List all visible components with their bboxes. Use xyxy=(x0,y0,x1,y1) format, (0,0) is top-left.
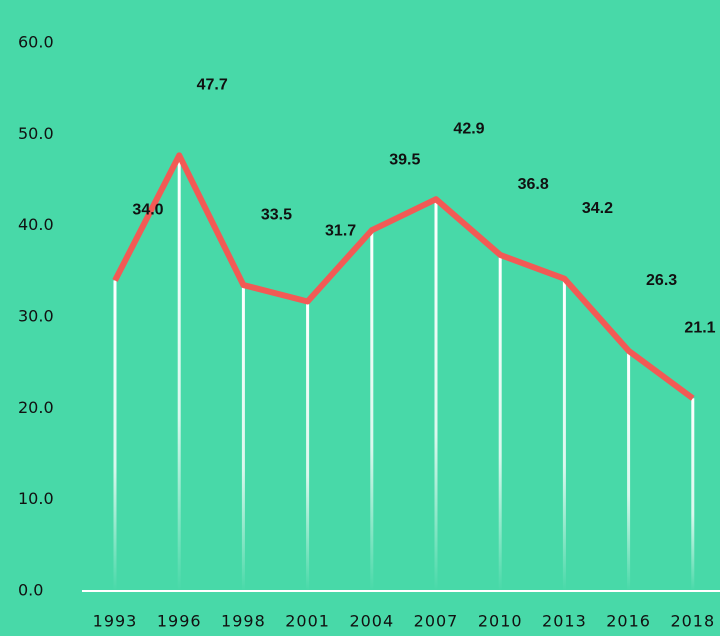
y-tick-label: 60.0 xyxy=(18,33,54,52)
y-tick-label: 10.0 xyxy=(18,489,54,508)
drop-line xyxy=(370,230,374,591)
x-tick-label: 1998 xyxy=(221,612,266,631)
data-label: 21.1 xyxy=(684,320,715,337)
x-tick-label: 2018 xyxy=(670,612,715,631)
data-label: 26.3 xyxy=(646,272,677,289)
y-tick-label: 0.0 xyxy=(18,581,43,600)
x-tick-label: 2007 xyxy=(414,612,459,631)
data-label: 31.7 xyxy=(325,223,356,240)
x-tick-label: 1993 xyxy=(93,612,138,631)
drop-line xyxy=(434,199,438,591)
drop-line xyxy=(627,350,631,591)
drop-line xyxy=(177,155,181,591)
y-tick-label: 20.0 xyxy=(18,398,54,417)
x-tick-label: 2004 xyxy=(349,612,394,631)
line xyxy=(112,152,695,401)
drop-line xyxy=(113,280,117,591)
y-tick-label: 50.0 xyxy=(18,124,54,143)
data-label: 39.5 xyxy=(389,151,420,168)
drop-line xyxy=(306,301,310,591)
x-tick-label: 2001 xyxy=(285,612,330,631)
data-label: 34.0 xyxy=(132,202,163,219)
drop-line xyxy=(691,398,695,591)
data-label: 42.9 xyxy=(453,120,484,137)
x-tick-label: 2013 xyxy=(542,612,587,631)
data-label: 33.5 xyxy=(261,206,292,223)
data-label: 36.8 xyxy=(518,176,549,193)
drop-line xyxy=(241,285,245,591)
y-tick-label: 40.0 xyxy=(18,215,54,234)
drop-line xyxy=(498,254,502,592)
y-tick-label: 30.0 xyxy=(18,307,54,326)
x-tick-label: 1996 xyxy=(157,612,202,631)
x-tick-label: 2016 xyxy=(606,612,651,631)
data-label: 47.7 xyxy=(197,77,228,94)
data-label: 34.2 xyxy=(582,200,613,217)
drop-line xyxy=(562,278,566,591)
x-tick-label: 2010 xyxy=(478,612,523,631)
